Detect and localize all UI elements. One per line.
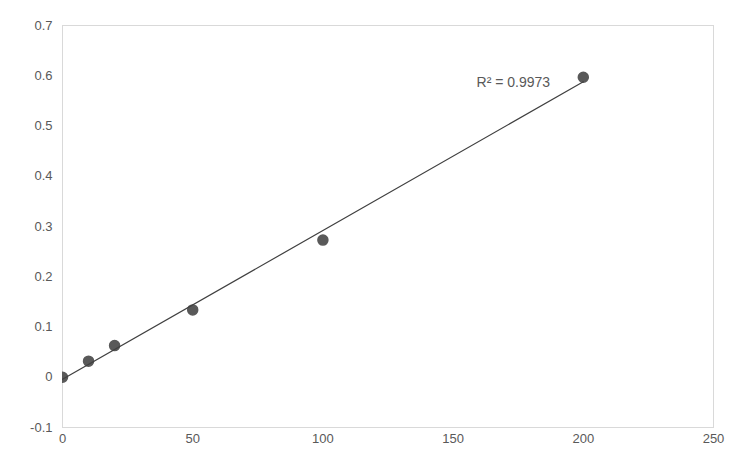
svg-text:100: 100 — [312, 431, 334, 446]
svg-text:0: 0 — [59, 431, 66, 446]
svg-text:0.1: 0.1 — [34, 319, 52, 334]
svg-text:R² = 0.9973: R² = 0.9973 — [477, 74, 551, 90]
svg-text:200: 200 — [572, 431, 594, 446]
svg-text:0.4: 0.4 — [34, 168, 52, 183]
svg-text:0.6: 0.6 — [34, 68, 52, 83]
svg-text:0: 0 — [45, 369, 52, 384]
svg-text:0.2: 0.2 — [34, 269, 52, 284]
svg-text:0.5: 0.5 — [34, 118, 52, 133]
svg-text:150: 150 — [442, 431, 464, 446]
svg-text:0.3: 0.3 — [34, 219, 52, 234]
svg-text:50: 50 — [185, 431, 199, 446]
svg-text:250: 250 — [703, 431, 725, 446]
svg-text:0.7: 0.7 — [34, 18, 52, 33]
svg-text:-0.1: -0.1 — [30, 420, 52, 435]
